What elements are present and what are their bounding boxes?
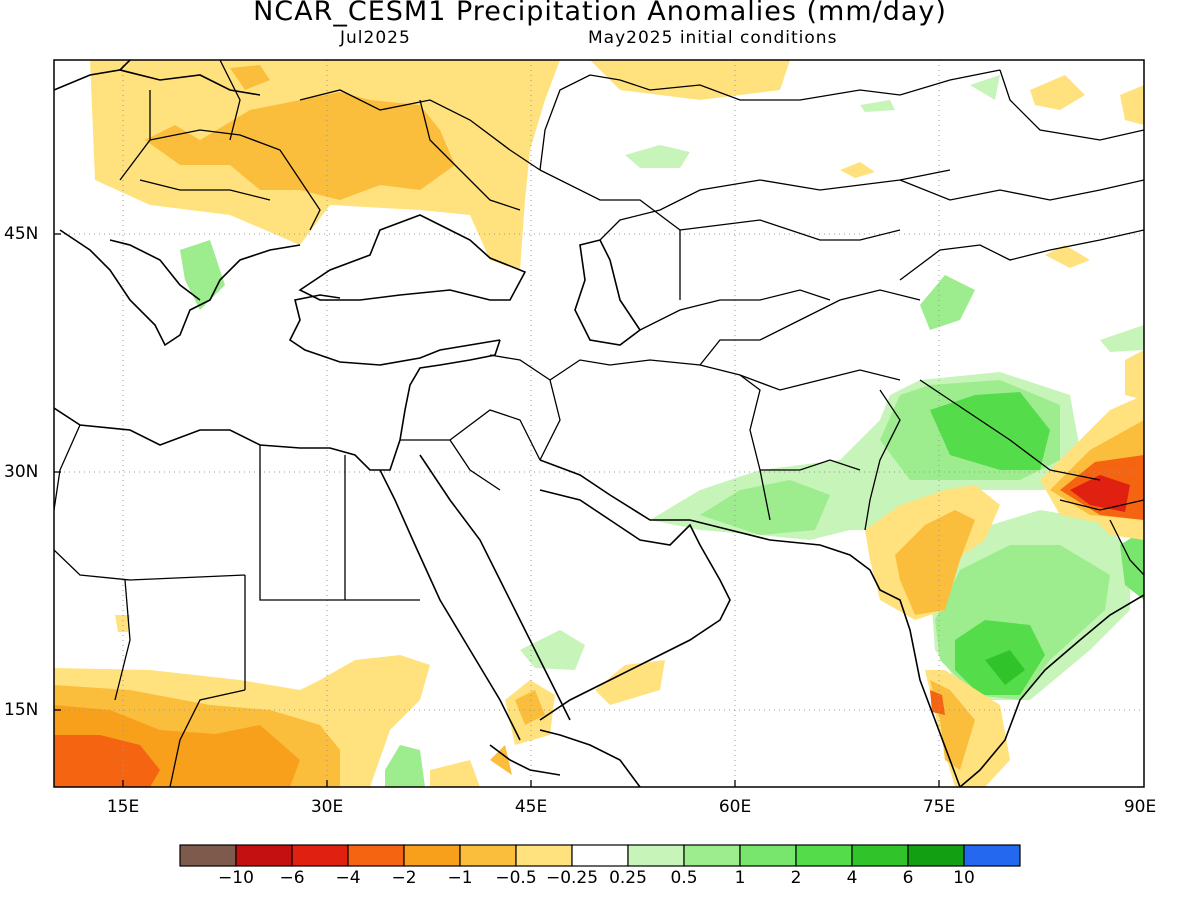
anomaly-yemen-dry2 — [515, 690, 545, 725]
anomaly-chad-4 — [54, 735, 160, 787]
colorbar-swatch — [291, 844, 349, 867]
anomaly-europe-moderate — [145, 92, 455, 200]
y-tick-30n: 30N — [4, 462, 39, 482]
anomaly-eritrea — [490, 745, 512, 775]
anomaly-northeast-2 — [1030, 75, 1085, 110]
colorbar-swatch — [403, 844, 461, 867]
x-tick-75e: 75E — [922, 797, 956, 817]
colorbar-swatch — [179, 844, 237, 867]
colorbar-swatch — [515, 844, 573, 867]
colorbar-label: −6 — [279, 868, 305, 888]
y-tick-45n: 45N — [4, 224, 39, 244]
colorbar-swatch — [459, 844, 517, 867]
colorbar — [179, 844, 1021, 867]
anomaly-bengal-wet — [1120, 530, 1144, 600]
colorbar-label: 0.5 — [670, 868, 698, 888]
anomaly-yemen-wet — [520, 630, 585, 670]
anomaly-siberia — [840, 162, 875, 178]
anomaly-kazakh-wet — [625, 145, 690, 168]
map-title: NCAR_CESM1 Precipitation Anomalies (mm/d… — [253, 0, 947, 27]
anomaly-pakistan-moderate — [700, 480, 830, 535]
colorbar-swatch — [795, 844, 853, 867]
colorbar-label: 0.25 — [609, 868, 647, 888]
colorbar-label: −2 — [391, 868, 417, 888]
anomaly-china-east — [1125, 350, 1144, 400]
colorbar-label: 4 — [846, 868, 858, 888]
initial-conditions: May2025 initial conditions — [588, 28, 838, 48]
x-tick-30e: 30E — [310, 797, 344, 817]
anomaly-oman-dry — [595, 660, 665, 705]
colorbar-label: −0.25 — [545, 868, 599, 888]
anomaly-mongolia-wet — [970, 75, 1000, 100]
anomaly-balkans-wet — [180, 240, 225, 310]
anomaly-libya — [115, 615, 130, 632]
anomaly-nepal-4 — [1070, 475, 1130, 512]
anomaly-china-wet — [1100, 325, 1144, 352]
colorbar-label: −10 — [218, 868, 254, 888]
anomaly-mongolia — [1045, 245, 1090, 268]
anomaly-siberia-wet — [860, 100, 895, 112]
colorbar-label: 10 — [953, 868, 975, 888]
anomaly-kerala-strong — [930, 690, 945, 715]
map-frame — [53, 59, 1145, 788]
colorbar-swatch — [235, 844, 293, 867]
colorbar-label: −4 — [335, 868, 361, 888]
anomaly-india-6 — [985, 650, 1025, 685]
anomaly-northeast-light — [590, 60, 790, 100]
anomaly-tarim-wet — [920, 275, 975, 330]
colorbar-label: −0.5 — [495, 868, 537, 888]
colorbar-swatch — [739, 844, 797, 867]
colorbar-label: 6 — [902, 868, 914, 888]
colorbar-swatch — [571, 844, 629, 867]
forecast-month: Jul2025 — [340, 28, 411, 48]
colorbar-label: −1 — [447, 868, 473, 888]
anomaly-ethiopia-wet — [385, 745, 425, 787]
coastlines — [54, 60, 1144, 787]
x-tick-90e: 90E — [1123, 797, 1157, 817]
colorbar-swatch — [627, 844, 685, 867]
anomaly-sudan-moderate — [210, 725, 300, 787]
anomaly-himalaya-strong — [930, 392, 1050, 470]
colorbar-label: 1 — [734, 868, 746, 888]
x-tick-45e: 45E — [514, 797, 548, 817]
anomaly-baltic — [230, 65, 270, 90]
colorbar-swatch — [963, 844, 1021, 867]
colorbar-swatch — [851, 844, 909, 867]
colorbar-swatch — [683, 844, 741, 867]
country-borders — [54, 60, 1144, 787]
y-tick-15n: 15N — [4, 700, 39, 720]
x-tick-15e: 15E — [106, 797, 140, 817]
anomaly-ethiopia-dry — [430, 760, 480, 787]
colorbar-label: 2 — [790, 868, 802, 888]
axis-ticks — [54, 233, 940, 787]
colorbar-swatch — [907, 844, 965, 867]
anomaly-gujarat-moderate — [895, 510, 975, 615]
anomaly-northeast-3 — [1120, 85, 1144, 125]
colorbar-swatch — [347, 844, 405, 867]
x-tick-60e: 60E — [718, 797, 752, 817]
anomaly-fields — [54, 60, 1144, 787]
